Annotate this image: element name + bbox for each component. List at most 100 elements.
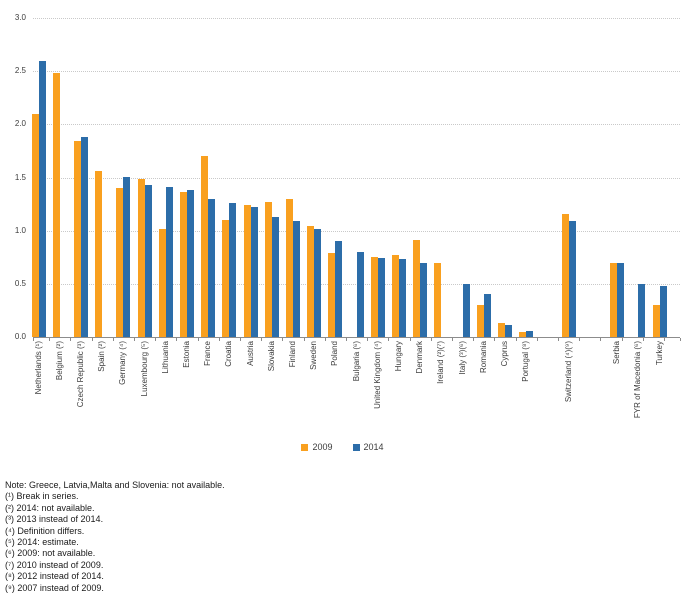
bar-chart: 0.0 0.5 1.0 1.5 2.0 2.5 3.0 Netherlands (¹) Belg… — [14, 13, 681, 452]
x-axis-tick — [642, 338, 644, 341]
x-axis-tick — [49, 338, 51, 341]
bar-2009-romania — [476, 305, 484, 337]
note-availability: Note: Greece, Latvia,Malta and Slovenia:… — [5, 480, 225, 490]
bar-2014-luxembourg — [144, 185, 152, 337]
x-axis-tick — [473, 338, 475, 341]
bar-2014-netherlands — [38, 61, 46, 337]
x-axis-tick — [515, 338, 517, 341]
legend-item-2014: 2014 — [352, 442, 384, 452]
bar-2014-poland — [335, 241, 343, 337]
x-axis-label-czech-republic: Czech Republic (³) — [75, 341, 85, 408]
x-axis-tick — [388, 338, 390, 341]
x-axis-label-united-kingdom: United Kingdom (⁴) — [372, 341, 382, 409]
bar-2009-lithuania — [158, 229, 166, 337]
y-axis-tick-label: 0.0 — [14, 332, 26, 341]
x-axis-label-serbia: Serbia — [612, 341, 622, 365]
x-axis-label-poland: Poland — [330, 341, 340, 366]
footnote-9: (⁹) 2007 instead of 2009. — [5, 582, 104, 593]
bar-2009-estonia — [179, 192, 187, 337]
x-axis-tick — [494, 338, 496, 341]
x-axis-tick — [680, 338, 681, 341]
bar-2009-serbia — [610, 263, 618, 337]
bar-2009-france — [201, 156, 209, 337]
x-axis-tick — [621, 338, 623, 341]
x-axis-tick — [70, 338, 72, 341]
x-axis-label-austria: Austria — [245, 341, 255, 366]
x-axis-tick — [239, 338, 241, 341]
x-axis-label-switzerland: Switzerland (⁴)(⁹) — [563, 341, 573, 403]
bar-2009-turkey — [652, 305, 660, 337]
bar-2014-romania — [483, 294, 491, 337]
x-axis-tick — [155, 338, 157, 341]
x-axis-tick — [91, 338, 93, 341]
x-axis-tick — [367, 338, 369, 341]
legend-label-2014: 2014 — [363, 442, 384, 452]
x-axis-tick — [261, 338, 263, 341]
bar-2014-denmark — [420, 263, 428, 337]
x-axis-label-cyprus: Cyprus — [499, 341, 509, 367]
bar-2009-germany — [116, 188, 124, 337]
x-axis-tick — [303, 338, 305, 341]
bar-2009-ireland — [434, 263, 442, 337]
bar-2009-luxembourg — [137, 179, 145, 337]
gridline-1.5 — [33, 177, 680, 179]
bar-2014-lithuania — [165, 187, 173, 337]
footnote-6: (⁶) 2009: not available. — [5, 548, 96, 559]
x-axis-tick — [663, 338, 665, 341]
x-axis-label-estonia: Estonia — [181, 341, 191, 368]
x-axis-tick — [409, 338, 411, 341]
x-axis-tick — [324, 338, 326, 341]
x-axis-label-croatia: Croatia — [224, 341, 234, 367]
x-axis-tick — [218, 338, 220, 341]
x-axis-tick — [451, 338, 453, 341]
x-axis-label-ireland: Ireland (²)(⁷) — [436, 341, 446, 384]
gridline-3.0 — [33, 18, 680, 19]
bar-2014-fyr-of-macedonia — [638, 284, 646, 337]
footnote-2: (²) 2014: not available. — [5, 502, 95, 513]
y-axis-tick-label: 0.5 — [14, 278, 26, 288]
legend-swatch-2014 — [352, 443, 360, 451]
x-axis-label-slovakia: Slovakia — [266, 341, 276, 372]
footnote-8: (⁸) 2012 instead of 2014. — [5, 571, 104, 582]
x-axis-tick — [112, 338, 114, 341]
bar-2009-austria — [243, 205, 251, 337]
bar-2014-czech-republic — [80, 137, 88, 337]
x-axis-label-sweden: Sweden — [309, 341, 319, 370]
bar-2009-czech-republic — [73, 141, 81, 337]
bar-2014-switzerland — [568, 221, 576, 337]
footnote-3: (³) 2013 instead of 2014. — [5, 514, 104, 525]
legend-item-2009: 2009 — [301, 442, 333, 452]
x-axis-label-hungary: Hungary — [393, 341, 403, 372]
x-axis-label-netherlands: Netherlands (¹) — [33, 341, 43, 395]
bar-2009-united-kingdom — [370, 257, 378, 337]
x-axis-line — [33, 337, 680, 338]
footnote-5: (⁵) 2014: estimate. — [5, 537, 79, 548]
x-axis-tick — [536, 338, 538, 341]
legend-label-2009: 2009 — [312, 442, 333, 452]
bar-2009-hungary — [391, 255, 399, 337]
legend-swatch-2009 — [301, 443, 309, 451]
bar-2009-finland — [285, 199, 293, 337]
x-axis-label-portugal: Portugal (⁸) — [521, 341, 531, 382]
bar-2014-estonia — [186, 190, 194, 337]
bar-2009-netherlands — [31, 114, 39, 337]
x-axis-label-turkey: Turkey — [654, 341, 664, 366]
x-axis-tick — [197, 338, 199, 341]
y-axis-tick-label: 2.0 — [14, 119, 26, 129]
x-axis-tick — [282, 338, 284, 341]
x-axis-label-romania: Romania — [478, 341, 488, 374]
x-axis-label-luxembourg: Luxembourg (⁵) — [139, 341, 149, 397]
x-axis-label-denmark: Denmark — [415, 341, 425, 374]
x-axis-tick — [345, 338, 347, 341]
x-axis-tick — [557, 338, 559, 341]
bar-2009-sweden — [307, 226, 315, 337]
x-axis-label-finland: Finland — [287, 341, 297, 368]
bar-2009-switzerland — [561, 214, 569, 337]
bar-2014-slovakia — [271, 217, 279, 337]
y-axis-tick-label: 1.0 — [14, 225, 26, 235]
bar-2014-finland — [292, 221, 300, 337]
bar-2009-croatia — [222, 220, 230, 337]
bar-2009-portugal — [519, 332, 527, 337]
x-axis-label-france: France — [203, 341, 213, 366]
bar-2014-portugal — [526, 331, 534, 337]
